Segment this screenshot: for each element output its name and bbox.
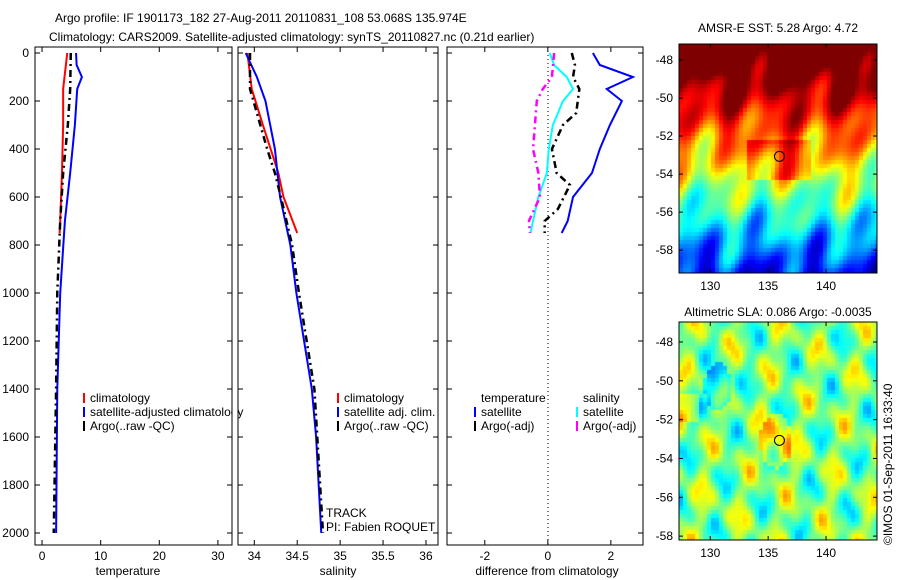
- x-tick-label: 34.5: [286, 549, 310, 563]
- y-tick-label: 1000: [2, 286, 29, 300]
- x-tick-label: 35.5: [371, 549, 395, 563]
- legend-label: satellite: [583, 405, 624, 419]
- sla-map-title: Altimetric SLA: 0.086 Argo: -0.0035: [684, 305, 872, 319]
- legend-header-temperature: temperature: [481, 391, 546, 405]
- legend-label: Argo(-adj): [583, 419, 636, 433]
- argo-float-position-marker: [773, 150, 785, 162]
- difference-panel-frame: [446, 46, 644, 546]
- temperature-panel-frame: [34, 46, 233, 546]
- map-lat-label: -54: [656, 167, 674, 181]
- y-tick-label: 2000: [2, 526, 29, 540]
- legend-header-salinity: salinity: [583, 391, 620, 405]
- legend-label: satellite: [481, 405, 522, 419]
- map-lat-label: -50: [656, 91, 674, 105]
- map-lon-label: 130: [700, 279, 720, 293]
- argo-raw-qc-line: [248, 53, 325, 534]
- sst-map-frame: [678, 43, 878, 274]
- copyright-text: ©IMOS 01-Sep-2011 16:33:40: [881, 383, 895, 545]
- x-tick-label: 0: [544, 549, 551, 563]
- y-tick-label: 200: [9, 94, 29, 108]
- temperature-legend: climatology satellite-adjusted climatolo…: [83, 391, 243, 433]
- figure-title-line1: Argo profile: IF 1901173_182 27-Aug-2011…: [55, 11, 467, 25]
- y-tick-label: 1800: [2, 478, 29, 492]
- map-lon-label: 130: [700, 546, 720, 560]
- map-lat-label: -50: [656, 374, 674, 388]
- y-tick-label: 1600: [2, 430, 29, 444]
- pi-annotation: PI: Fabien ROQUET: [326, 520, 436, 534]
- y-tick-label: 800: [9, 238, 29, 252]
- argo-float-position-marker: [773, 434, 785, 446]
- temperature-argo-adj-line: [543, 52, 581, 233]
- map-lat-label: -58: [656, 529, 674, 543]
- map-lon-label: 140: [816, 279, 836, 293]
- climatology-line: [246, 52, 299, 234]
- x-tick-label: 36: [419, 549, 433, 563]
- temperature-satellite-line: [560, 52, 636, 234]
- x-tick-label: 35: [333, 549, 347, 563]
- legend-label: satellite-adjusted climatology: [90, 405, 243, 419]
- legend-label: Argo(..raw -QC): [90, 419, 175, 433]
- map-lat-label: -52: [656, 129, 674, 143]
- x-tick-label: 2: [608, 549, 615, 563]
- salinity-axis-label: salinity: [320, 564, 357, 578]
- legend-label: climatology: [90, 391, 150, 405]
- salinity-panel-frame: [237, 46, 439, 546]
- salinity-legend: climatology satellite adj. clim. Argo(..…: [337, 391, 435, 433]
- map-lon-label: 135: [758, 279, 778, 293]
- map-lat-label: -48: [656, 53, 674, 67]
- x-tick-label: 20: [153, 549, 167, 563]
- sst-map-title: AMSR-E SST: 5.28 Argo: 4.72: [698, 21, 858, 35]
- y-tick-label: 600: [9, 190, 29, 204]
- map-lat-label: -56: [656, 205, 674, 219]
- sst-map-field: [679, 44, 877, 273]
- x-tick-label: -2: [479, 549, 490, 563]
- y-tick-label: 0: [22, 46, 29, 60]
- figure-title-line2: Climatology: CARS2009. Satellite-adjuste…: [49, 30, 534, 44]
- map-lat-label: -52: [656, 413, 674, 427]
- satellite-adjusted-climatology-line: [55, 52, 83, 534]
- temperature-axis-label: temperature: [96, 564, 161, 578]
- salinity-argo-adj-line: [527, 52, 556, 234]
- x-tick-label: 0: [39, 549, 46, 563]
- map-lat-label: -58: [656, 243, 674, 257]
- track-annotation: TRACK: [326, 506, 367, 520]
- map-lon-label: 140: [816, 546, 836, 560]
- sla-map-frame: [678, 321, 878, 541]
- x-tick-label: 30: [211, 549, 225, 563]
- map-lat-label: -48: [656, 335, 674, 349]
- sla-map-field: [679, 322, 877, 540]
- y-tick-label: 400: [9, 142, 29, 156]
- difference-legend: temperature salinity satellite Argo(-adj…: [474, 391, 636, 433]
- satellite-adj-clim-line: [244, 52, 323, 534]
- x-tick-label: 34: [248, 549, 262, 563]
- legend-label: Argo(..raw -QC): [344, 419, 429, 433]
- legend-label: Argo(-adj): [481, 419, 534, 433]
- map-lat-label: -56: [656, 490, 674, 504]
- y-tick-label: 1400: [2, 382, 29, 396]
- legend-label: climatology: [344, 391, 404, 405]
- map-lat-label: -54: [656, 451, 674, 465]
- x-tick-label: 10: [94, 549, 108, 563]
- difference-axis-label: difference from climatology: [475, 564, 618, 578]
- y-tick-label: 1200: [2, 334, 29, 348]
- legend-label: satellite adj. clim.: [344, 405, 435, 419]
- map-lon-label: 135: [758, 546, 778, 560]
